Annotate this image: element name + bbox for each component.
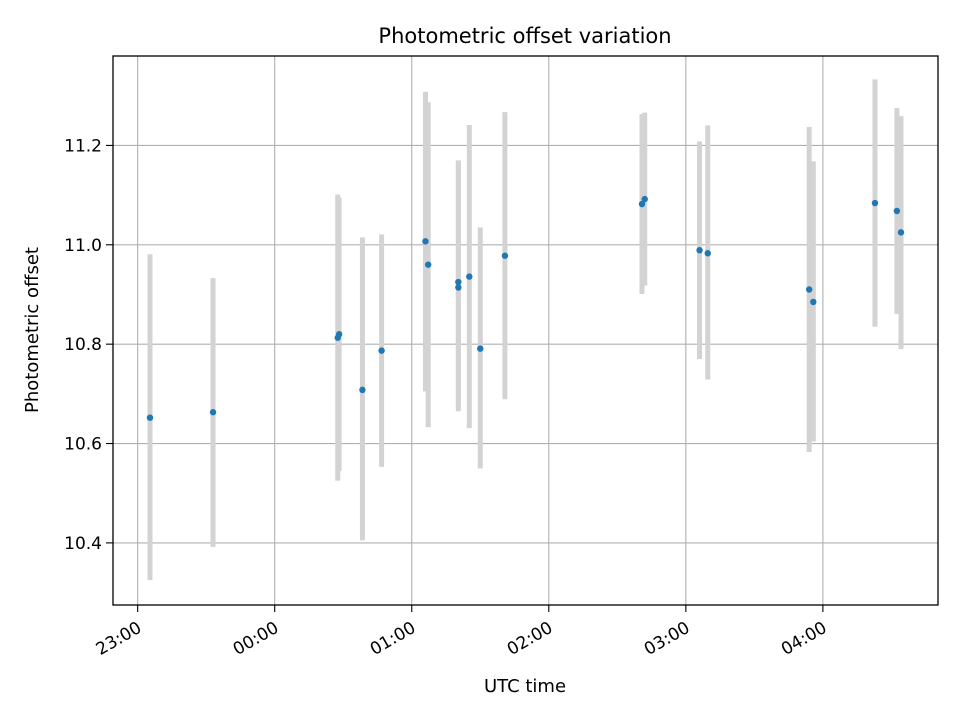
point-layer	[146, 195, 905, 421]
data-point	[704, 250, 711, 257]
data-point	[477, 345, 484, 352]
y-tick-label: 11.0	[64, 236, 102, 256]
x-tick-label: 00:00	[230, 618, 282, 660]
data-point	[455, 278, 462, 286]
plot-frame	[112, 55, 939, 606]
data-point	[466, 273, 473, 280]
data-point	[810, 298, 817, 306]
chart-title: Photometric offset variation	[378, 24, 671, 48]
data-point	[424, 261, 432, 268]
data-point	[378, 347, 385, 354]
data-point	[638, 200, 646, 208]
y-tick-label: 10.6	[64, 435, 102, 455]
errorbar-layer	[147, 79, 904, 581]
x-tick-label: 03:00	[641, 618, 693, 660]
x-axis-label: UTC time	[484, 676, 566, 697]
data-point	[146, 414, 154, 421]
x-tick-label: 02:00	[504, 618, 556, 660]
data-point	[641, 195, 648, 203]
data-point	[805, 286, 813, 293]
y-tick-label: 11.2	[64, 136, 102, 156]
data-point	[893, 207, 901, 215]
tick-layer: 23:00 00:00 01:00 02:00 03:00 04:00 10.4 10.6 10…	[64, 136, 830, 659]
data-point	[359, 386, 366, 394]
y-axis-label: Photometric offset	[22, 247, 43, 413]
data-point	[696, 247, 703, 254]
data-point	[209, 409, 217, 416]
data-point	[897, 229, 905, 236]
data-point	[871, 199, 879, 207]
data-point	[335, 331, 343, 338]
data-point	[455, 284, 462, 291]
x-tick-label: 01:00	[367, 618, 419, 660]
x-tick-label: 04:00	[778, 618, 830, 660]
data-point	[501, 252, 509, 259]
data-point	[422, 238, 429, 245]
y-tick-label: 10.4	[64, 534, 102, 554]
x-tick-label: 23:00	[93, 618, 145, 660]
y-tick-label: 10.8	[64, 335, 102, 355]
grid-layer	[113, 56, 938, 605]
